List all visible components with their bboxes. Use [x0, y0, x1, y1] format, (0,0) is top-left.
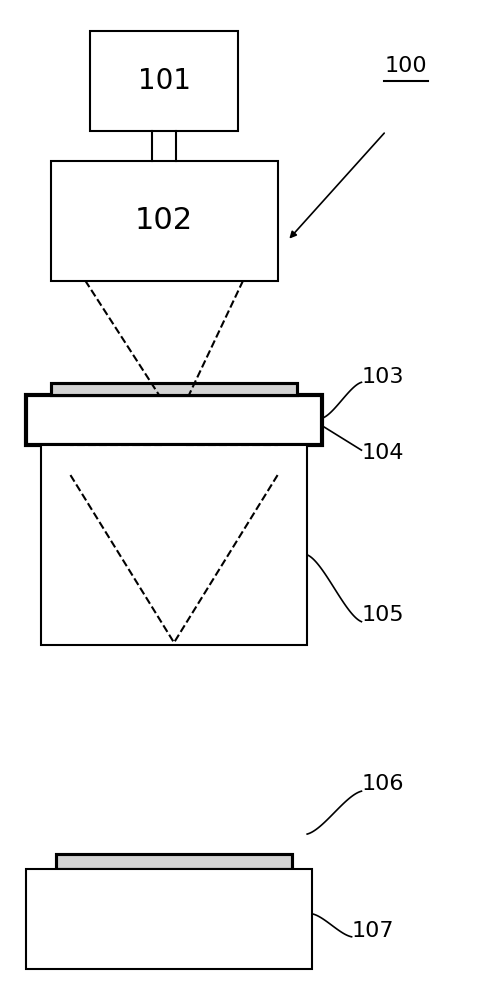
FancyBboxPatch shape [51, 161, 278, 281]
FancyBboxPatch shape [26, 395, 322, 445]
FancyBboxPatch shape [51, 383, 297, 395]
FancyBboxPatch shape [41, 445, 307, 645]
FancyBboxPatch shape [56, 854, 292, 869]
Text: 106: 106 [362, 774, 404, 794]
FancyBboxPatch shape [26, 869, 312, 969]
Text: 103: 103 [362, 367, 404, 387]
Text: 101: 101 [138, 67, 190, 95]
Text: 100: 100 [384, 56, 427, 76]
Text: 102: 102 [135, 206, 193, 235]
Text: 107: 107 [352, 921, 394, 941]
Text: 105: 105 [362, 605, 404, 625]
Text: 104: 104 [362, 443, 404, 463]
FancyBboxPatch shape [90, 31, 238, 131]
